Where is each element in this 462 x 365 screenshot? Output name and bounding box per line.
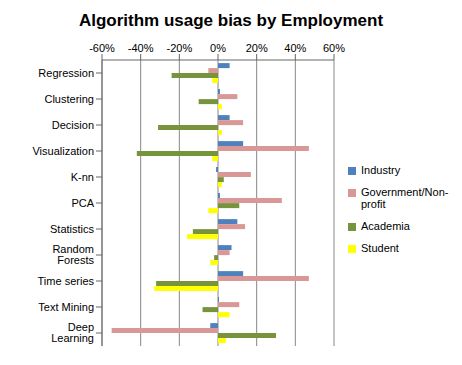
svg-text:0%: 0% <box>210 42 226 54</box>
svg-text:Time series: Time series <box>38 275 95 287</box>
svg-text:RandomForests: RandomForests <box>52 243 94 266</box>
svg-text:-20%: -20% <box>166 42 192 54</box>
svg-text:PCA: PCA <box>71 197 94 209</box>
svg-text:Visualization: Visualization <box>32 145 94 157</box>
svg-text:Decision: Decision <box>52 119 94 131</box>
svg-text:20%: 20% <box>246 42 268 54</box>
svg-text:Clustering: Clustering <box>44 93 94 105</box>
svg-text:K-nn: K-nn <box>71 171 94 183</box>
svg-text:60%: 60% <box>323 42 345 54</box>
svg-text:-40%: -40% <box>128 42 154 54</box>
html-text:Student: Student <box>361 242 399 254</box>
svg-text:40%: 40% <box>284 42 306 54</box>
svg-text:DeepLearning: DeepLearning <box>51 321 94 344</box>
svg-text:Regression: Regression <box>38 67 94 79</box>
svg-text:Statistics: Statistics <box>50 223 95 235</box>
html-text:Government/Non-profit: Government/Non-profit <box>361 186 449 210</box>
html-text:Algorithm usage bias by Employ: Algorithm usage bias by Employment <box>78 11 384 30</box>
svg-text:-60%: -60% <box>89 42 115 54</box>
svg-text:Text Mining: Text Mining <box>38 301 94 313</box>
html-text:Academia: Academia <box>361 220 410 232</box>
html-text:Industry: Industry <box>361 164 401 176</box>
